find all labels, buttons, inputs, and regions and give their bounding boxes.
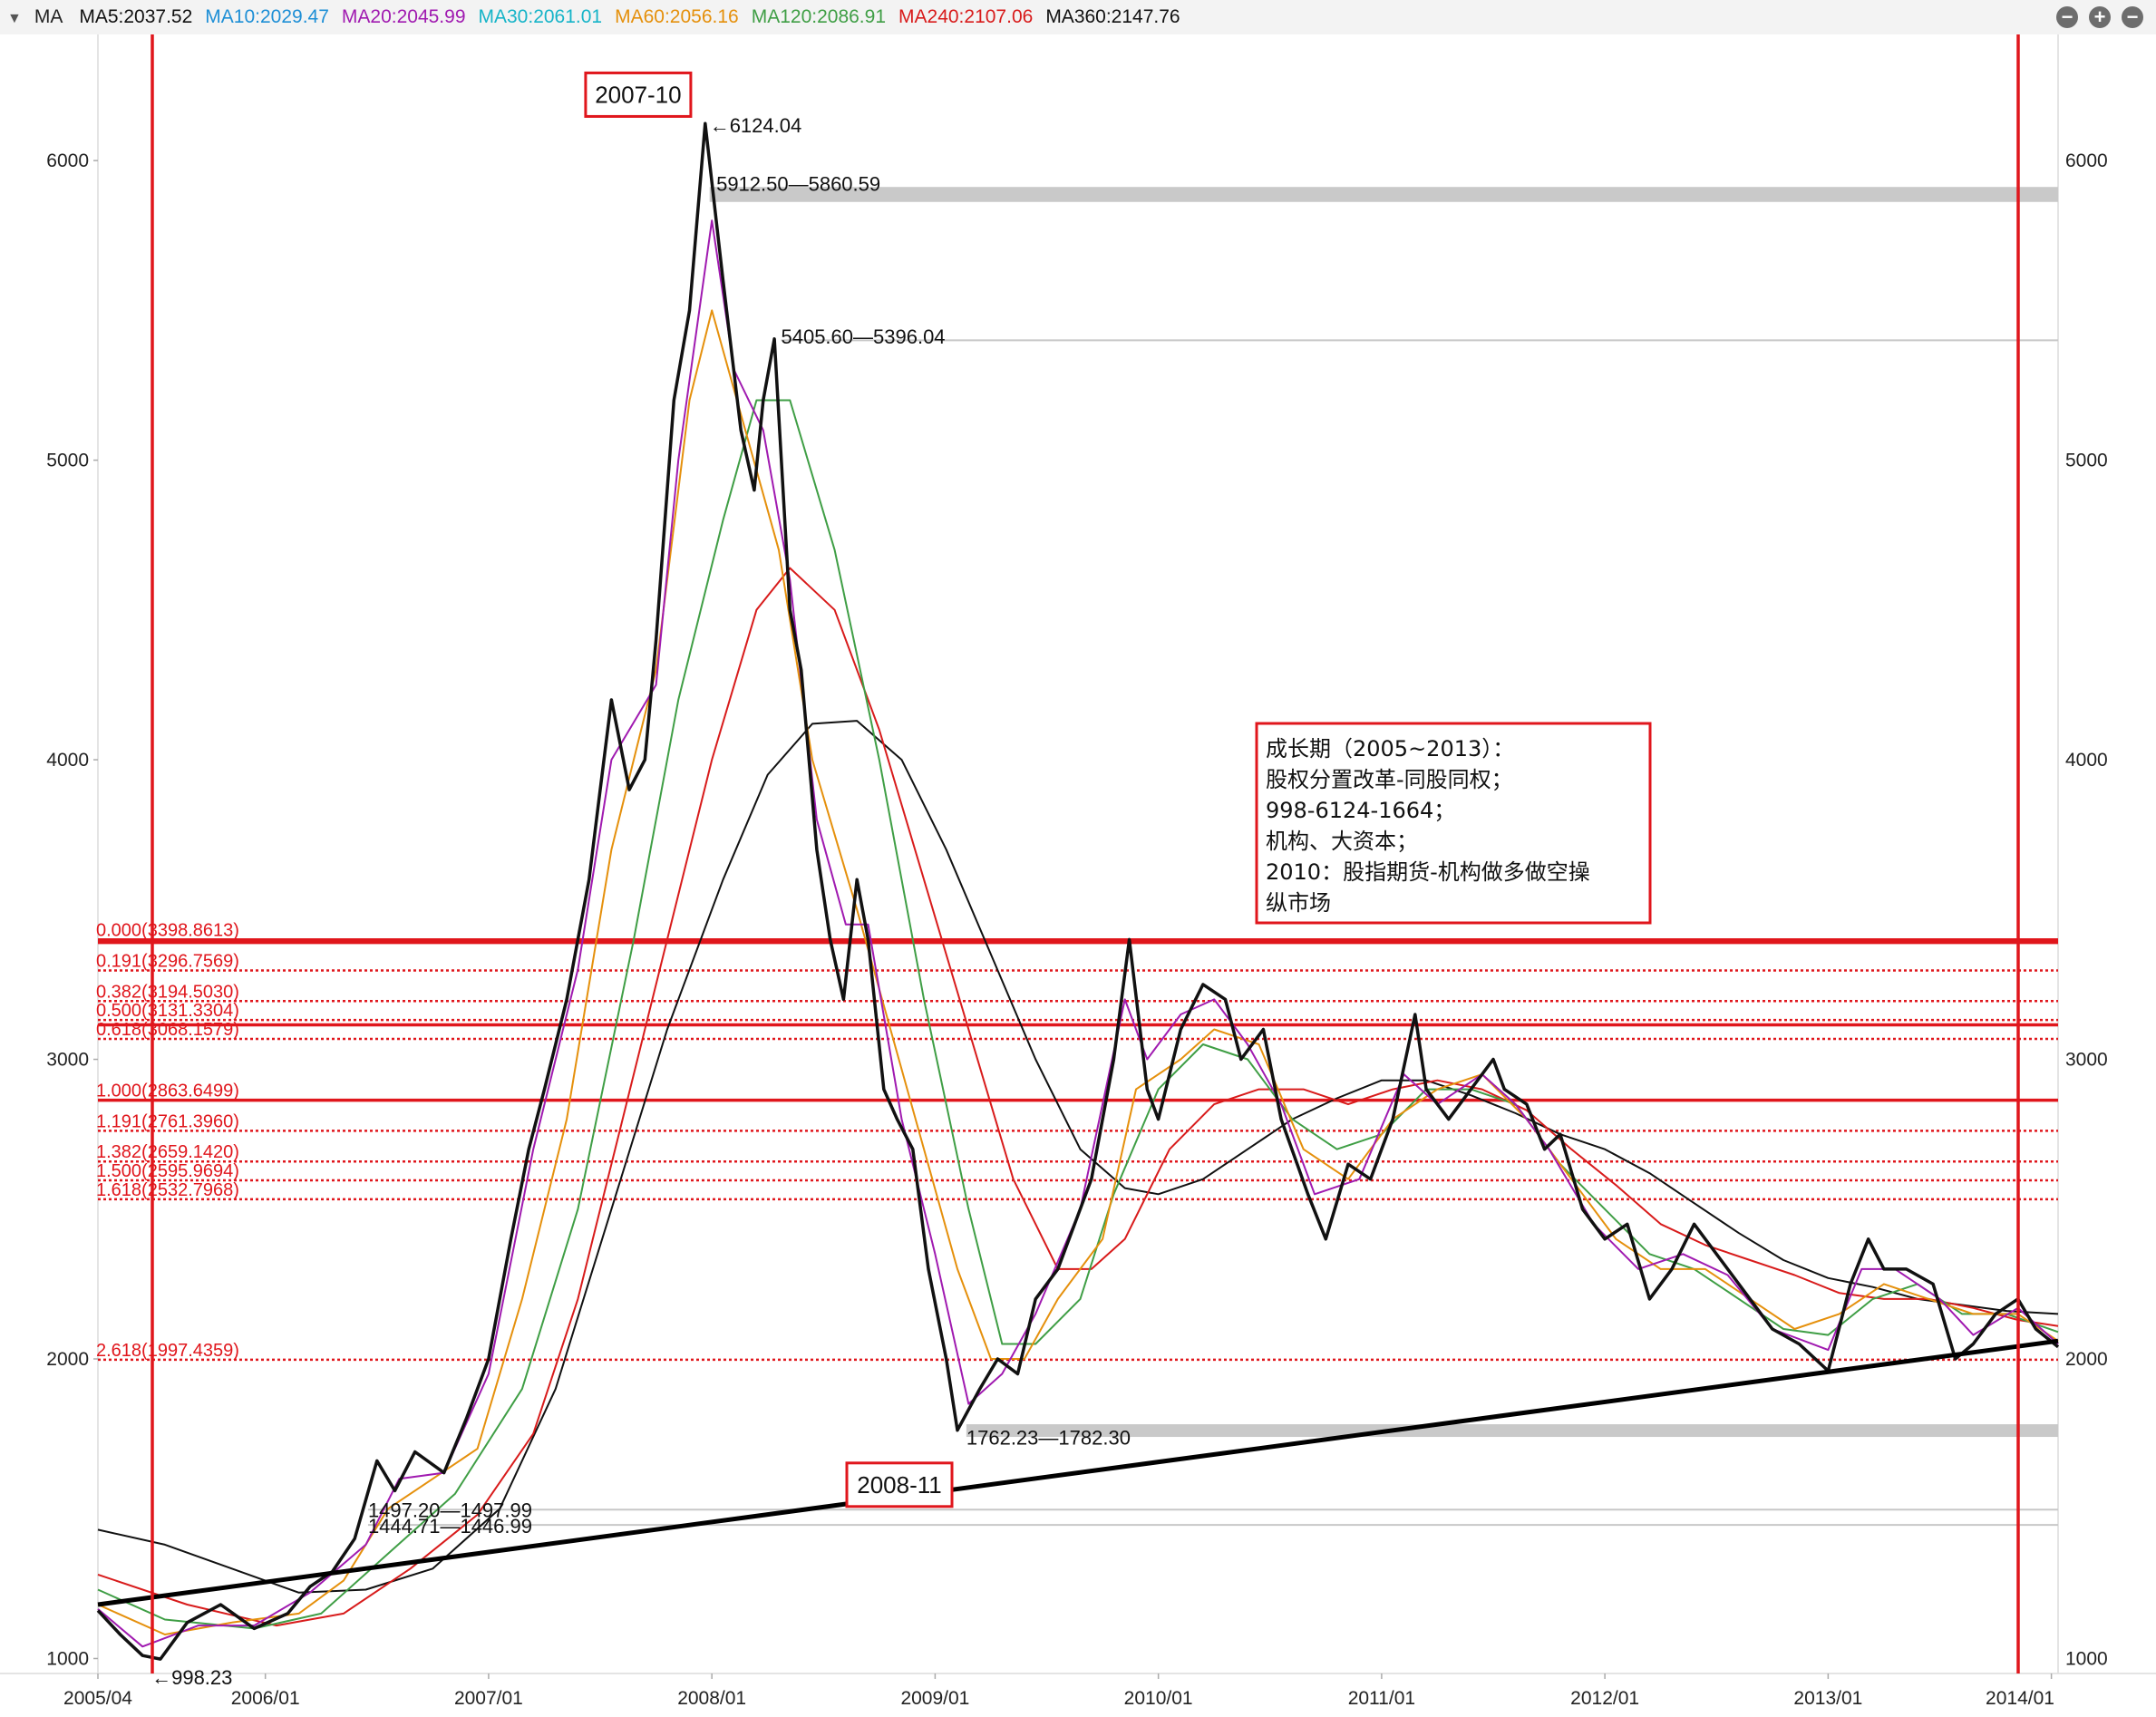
price-annotation: ←6124.04: [710, 114, 802, 137]
x-tick-label: 2007/01: [454, 1688, 523, 1709]
support-zone: [966, 1424, 2058, 1438]
chart-background: [0, 34, 2156, 1717]
fib-level-label: 1.191(2761.3960): [96, 1111, 239, 1131]
trend-line-group: [97, 1338, 2059, 1607]
date-box-label: 2007-10: [595, 81, 681, 108]
fib-level-label: 0.000(3398.8613): [96, 921, 239, 941]
y-tick-left-label: 6000: [46, 150, 89, 171]
price-chart[interactable]: 1000 1000 2000 2000 3000 3000 4000 4000 5000 5000…: [0, 34, 2156, 1717]
y-tick-right-label: 5000: [2065, 451, 2108, 471]
indicator-controls: − + −: [2045, 6, 2143, 28]
y-tick-right-label: 3000: [2065, 1050, 2108, 1071]
price-annotation: 5405.60—5396.04: [781, 325, 945, 348]
axis-ticks: 1000 1000 2000 2000 3000 3000 4000 4000 5000 5000…: [46, 150, 2107, 1709]
price-annotations: ←998.23 ←6124.04 5912.50—5860.59 5405.60—53…: [151, 114, 1131, 1689]
ma240-line: [97, 567, 2059, 1627]
stage-note-line-2: 股权分置改革-同股同权；: [1266, 767, 1513, 792]
support-lines: [367, 187, 2058, 1527]
y-tick-left-label: 2000: [46, 1349, 89, 1370]
x-tick-label: 2005/04: [63, 1688, 132, 1709]
date-box: [584, 71, 693, 118]
add-icon[interactable]: +: [2089, 6, 2111, 28]
indicator-bar: ▼ MA MA5:2037.52 MA10:2029.47 MA20:2045.99 MA…: [0, 0, 2156, 35]
y-tick-right-label: 2000: [2065, 1349, 2108, 1370]
y-tick-right-label: 6000: [2065, 150, 2108, 171]
ma5-value: MA5:2037.52: [79, 6, 193, 27]
y-tick-left-label: 5000: [46, 451, 89, 471]
ma120-value: MA120:2086.91: [751, 6, 887, 27]
indicator-label[interactable]: MA: [34, 6, 63, 27]
stage-note-line-6: 纵市场: [1266, 890, 1331, 916]
stage-note-line-5: 2010：股指期货-机构做多做空操: [1266, 859, 1590, 885]
stage-note-line-4: 机构、大资本；: [1266, 829, 1418, 854]
series-lines: [96, 121, 2060, 1661]
ma20-value: MA20:2045.99: [341, 6, 466, 27]
x-tick-label: 2006/01: [231, 1688, 300, 1709]
fib-level-label: 1.618(2532.7968): [96, 1180, 239, 1200]
fib-level-label: 0.382(3194.5030): [96, 982, 239, 1002]
price-annotation: 5912.50—5860.59: [716, 172, 880, 195]
ma120-line: [97, 399, 2059, 1630]
fib-level-label: 0.500(3131.3304): [96, 1001, 239, 1021]
stage-note-line-3: 998-6124-1664；: [1266, 798, 1455, 823]
stage-note-box: [1255, 722, 1652, 925]
price-annotation: 1444.71—1446.99: [368, 1515, 532, 1538]
vertical-markers: [151, 34, 2020, 1673]
ma360-line: [97, 720, 2059, 1594]
x-tick-label: 2008/01: [677, 1688, 746, 1709]
ma30-value: MA30:2061.01: [478, 6, 603, 27]
x-tick-label: 2014/01: [1986, 1688, 2054, 1709]
minimize-icon[interactable]: −: [2056, 6, 2078, 28]
price-annotation: 1762.23—1782.30: [966, 1426, 1131, 1449]
y-tick-right-label: 1000: [2065, 1648, 2108, 1669]
fib-level-label: 1.382(2659.1420): [96, 1142, 239, 1162]
date-boxes: 2007-10 2008-11: [584, 71, 954, 1508]
ma360-value: MA360:2147.76: [1045, 6, 1180, 27]
x-tick-label: 2010/01: [1124, 1688, 1193, 1709]
price-line: [96, 121, 2060, 1661]
date-box-label: 2008-11: [857, 1471, 942, 1499]
fibonacci-levels: 0.000(3398.8613) 0.191(3296.7569) 0.382(31…: [96, 921, 2058, 1362]
ma10-value: MA10:2029.47: [205, 6, 329, 27]
ma20-line: [97, 219, 2059, 1648]
ma240-value: MA240:2107.06: [898, 6, 1034, 27]
price-annotation: ←998.23: [151, 1666, 232, 1689]
y-tick-left-label: 3000: [46, 1050, 89, 1071]
x-tick-label: 2011/01: [1348, 1688, 1415, 1709]
chevron-down-icon[interactable]: ▼: [7, 11, 22, 26]
support-zone: [709, 187, 2058, 202]
ma60-value: MA60:2056.16: [615, 6, 739, 27]
fib-level-label: 0.618(3068.1579): [96, 1020, 239, 1040]
ma60-line: [97, 309, 2059, 1635]
y-tick-right-label: 4000: [2065, 750, 2108, 771]
x-tick-label: 2013/01: [1793, 1688, 1862, 1709]
x-tick-label: 2009/01: [900, 1688, 969, 1709]
trend-line[interactable]: [97, 1338, 2059, 1607]
date-box: [845, 1461, 954, 1508]
price-annotation: 1497.20—1497.99: [368, 1499, 532, 1522]
fib-level-label: 1.000(2863.6499): [96, 1082, 239, 1101]
fib-level-label: 1.500(2595.9694): [96, 1161, 239, 1181]
ma-legend: ▼ MA MA5:2037.52 MA10:2029.47 MA20:2045.99 MA…: [7, 0, 1193, 34]
x-tick-label: 2012/01: [1570, 1688, 1639, 1709]
remove-icon[interactable]: −: [2122, 6, 2143, 28]
stage-note-line-1: 成长期（2005~2013）：: [1266, 736, 1514, 761]
y-tick-left-label: 4000: [46, 750, 89, 771]
fib-level-label: 0.191(3296.7569): [96, 951, 239, 971]
stage-note: 成长期（2005~2013）： 股权分置改革-同股同权； 998-6124-16…: [1255, 722, 1652, 925]
y-tick-left-label: 1000: [46, 1648, 89, 1669]
fib-level-label: 2.618(1997.4359): [96, 1341, 239, 1361]
